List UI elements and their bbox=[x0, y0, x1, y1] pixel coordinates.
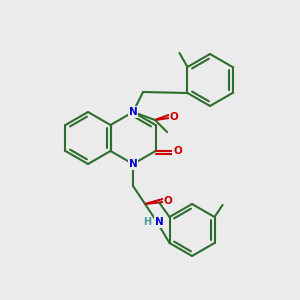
Text: O: O bbox=[173, 146, 182, 156]
Text: O: O bbox=[164, 196, 172, 206]
Text: O: O bbox=[170, 112, 178, 122]
Text: H: H bbox=[143, 217, 151, 227]
Text: N: N bbox=[155, 217, 164, 227]
Text: N: N bbox=[129, 107, 137, 117]
Text: N: N bbox=[129, 159, 137, 169]
